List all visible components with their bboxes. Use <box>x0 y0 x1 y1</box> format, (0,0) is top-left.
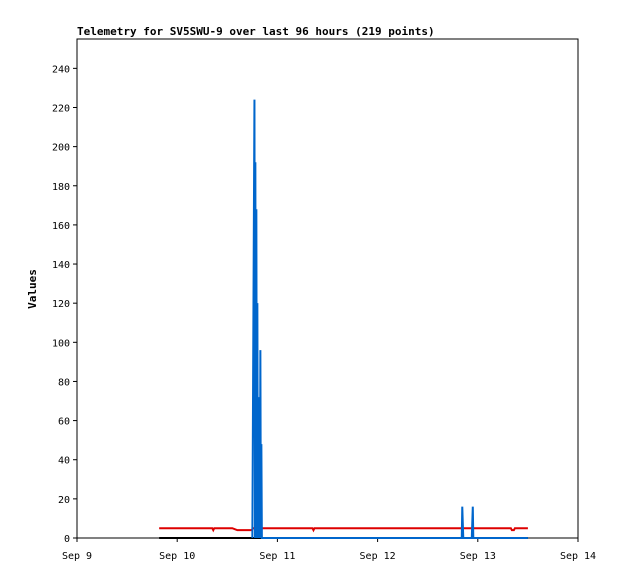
y-tick-label: 140 <box>52 260 70 271</box>
y-tick-label: 60 <box>58 417 70 428</box>
y-tick-label: 180 <box>52 182 70 193</box>
y-tick-label: 120 <box>52 299 70 310</box>
x-tick-label: Sep 13 <box>460 551 496 562</box>
y-axis: 0 20 40 60 80 100 120 140 160 180 200 220 240 <box>52 64 77 545</box>
series-line-3 <box>251 99 528 539</box>
x-tick-label: Sep 12 <box>360 551 396 562</box>
y-tick-label: 240 <box>52 64 70 75</box>
x-tick-label: Sep 10 <box>159 551 195 562</box>
x-tick-label: Sep 14 <box>560 551 596 562</box>
x-tick-label: Sep 11 <box>259 551 295 562</box>
y-tick-label: 220 <box>52 103 70 114</box>
chart-title: Telemetry for SV5SWU-9 over last 96 hour… <box>77 25 435 38</box>
x-tick-label: Sep 9 <box>62 551 92 562</box>
plot-frame <box>76 38 579 539</box>
y-tick-label: 160 <box>52 221 70 232</box>
y-tick-label: 0 <box>64 534 70 545</box>
y-tick-label: 20 <box>58 495 70 506</box>
y-tick-label: 40 <box>58 456 70 467</box>
y-axis-label: Values <box>26 269 39 309</box>
x-axis: Sep 9 Sep 10 Sep 11 Sep 12 Sep 13 Sep 14 <box>62 538 596 562</box>
y-tick-label: 80 <box>58 377 70 388</box>
y-tick-label: 200 <box>52 143 70 154</box>
series-layer <box>159 99 528 539</box>
y-tick-label: 100 <box>52 338 70 349</box>
